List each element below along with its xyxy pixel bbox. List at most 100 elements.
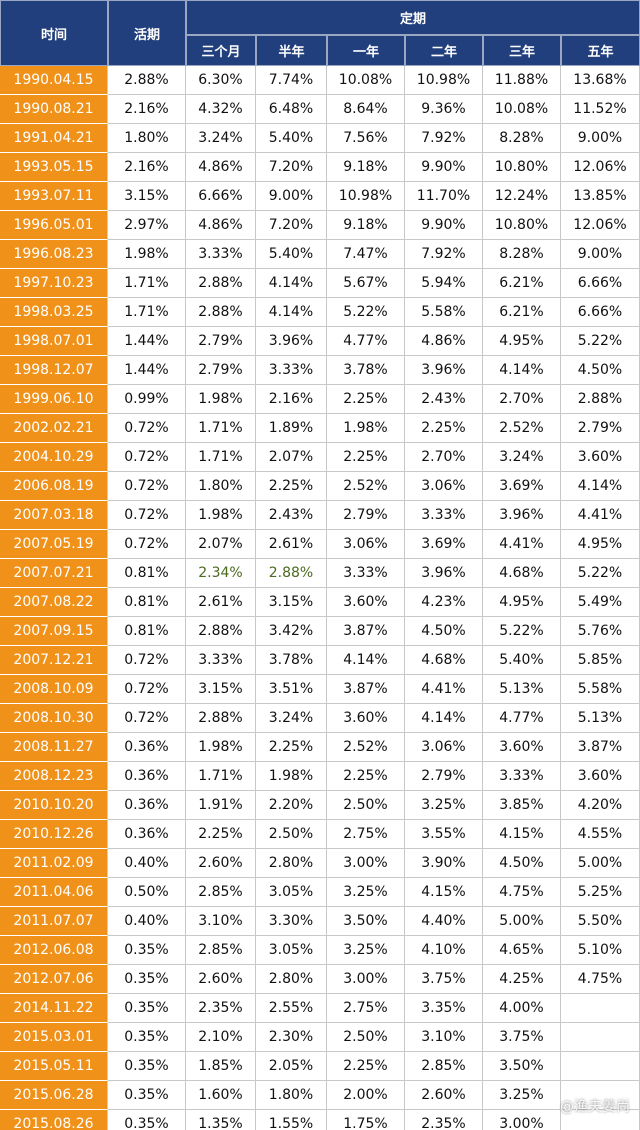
rate-cell: 10.80% (483, 211, 561, 240)
rate-cell: 3.60% (561, 762, 640, 791)
rate-cell: 2.50% (327, 791, 405, 820)
rate-cell: 5.58% (405, 298, 483, 327)
date-cell: 2004.10.29 (0, 443, 108, 472)
rate-cell: 2.75% (327, 994, 405, 1023)
rate-cell: 0.35% (108, 1023, 186, 1052)
rate-cell: 2.05% (256, 1052, 327, 1081)
rate-cell: 2.50% (327, 1023, 405, 1052)
rate-cell: 4.41% (405, 675, 483, 704)
rate-cell: 4.00% (483, 994, 561, 1023)
rate-cell: 3.25% (483, 1081, 561, 1110)
date-cell: 2015.03.01 (0, 1023, 108, 1052)
rate-cell: 0.35% (108, 1081, 186, 1110)
rate-cell: 1.44% (108, 327, 186, 356)
rate-cell: 4.77% (483, 704, 561, 733)
rate-cell: 9.18% (327, 153, 405, 182)
rate-cell: 0.36% (108, 820, 186, 849)
rate-cell: 2.25% (186, 820, 256, 849)
date-cell: 1998.12.07 (0, 356, 108, 385)
rate-cell: 1.75% (327, 1110, 405, 1130)
rate-cell: 2.34% (186, 559, 256, 588)
rate-cell: 2.88% (256, 559, 327, 588)
rate-cell: 10.08% (327, 66, 405, 95)
rate-cell: 11.70% (405, 182, 483, 211)
date-cell: 2007.09.15 (0, 617, 108, 646)
rate-cell: 0.72% (108, 530, 186, 559)
rate-cell: 4.86% (186, 153, 256, 182)
rate-cell: 0.36% (108, 762, 186, 791)
rate-cell: 4.14% (561, 472, 640, 501)
date-cell: 2007.07.21 (0, 559, 108, 588)
rate-cell: 2.25% (327, 1052, 405, 1081)
rate-cell: 2.85% (405, 1052, 483, 1081)
rate-cell: 0.72% (108, 675, 186, 704)
date-cell: 2008.12.23 (0, 762, 108, 791)
rate-cell: 5.22% (327, 298, 405, 327)
rate-cell: 4.77% (327, 327, 405, 356)
rate-cell: 2.60% (186, 849, 256, 878)
rate-cell: 3.35% (405, 994, 483, 1023)
date-cell: 2015.06.28 (0, 1081, 108, 1110)
rate-cell: 2.97% (108, 211, 186, 240)
rate-cell: 0.40% (108, 907, 186, 936)
date-cell: 1997.10.23 (0, 269, 108, 298)
header-term: 三年 (483, 35, 561, 66)
rate-cell: 2.35% (405, 1110, 483, 1130)
rate-cell: 3.87% (327, 675, 405, 704)
rate-cell: 3.06% (405, 733, 483, 762)
rate-cell: 3.06% (405, 472, 483, 501)
rate-cell: 0.72% (108, 646, 186, 675)
rate-cell: 2.70% (405, 443, 483, 472)
rate-cell: 4.95% (561, 530, 640, 559)
rate-cell: 1.98% (108, 240, 186, 269)
rate-cell: 3.96% (405, 356, 483, 385)
rate-cell: 2.79% (186, 327, 256, 356)
rate-cell: 2.25% (256, 733, 327, 762)
rate-cell: 5.50% (561, 907, 640, 936)
rate-cell: 2.50% (256, 820, 327, 849)
rate-cell: 1.44% (108, 356, 186, 385)
rate-cell (561, 1052, 640, 1081)
rate-cell: 5.40% (256, 240, 327, 269)
rate-cell: 2.61% (186, 588, 256, 617)
rate-cell: 3.55% (405, 820, 483, 849)
rate-cell: 3.96% (483, 501, 561, 530)
rate-cell: 6.21% (483, 269, 561, 298)
rate-cell: 3.60% (483, 733, 561, 762)
rate-cell: 2.88% (186, 298, 256, 327)
rate-cell: 3.33% (256, 356, 327, 385)
date-cell: 2006.08.19 (0, 472, 108, 501)
rate-cell: 9.90% (405, 211, 483, 240)
rate-cell: 4.14% (256, 298, 327, 327)
date-cell: 1998.03.25 (0, 298, 108, 327)
rate-cell: 4.23% (405, 588, 483, 617)
rate-cell: 4.50% (561, 356, 640, 385)
rate-cell: 2.43% (405, 385, 483, 414)
rate-cell: 4.50% (483, 849, 561, 878)
rate-cell: 3.25% (327, 878, 405, 907)
rate-cell: 2.10% (186, 1023, 256, 1052)
rate-cell: 9.90% (405, 153, 483, 182)
date-cell: 1991.04.21 (0, 124, 108, 153)
rate-cell: 2.88% (561, 385, 640, 414)
rate-cell: 2.55% (256, 994, 327, 1023)
rate-cell: 1.71% (108, 298, 186, 327)
rate-cell: 5.10% (561, 936, 640, 965)
rate-cell: 5.13% (483, 675, 561, 704)
rate-cell: 5.13% (561, 704, 640, 733)
rate-cell: 7.74% (256, 66, 327, 95)
rate-cell: 3.60% (561, 443, 640, 472)
date-cell: 2007.05.19 (0, 530, 108, 559)
rate-cell: 7.92% (405, 124, 483, 153)
rate-cell: 0.40% (108, 849, 186, 878)
rate-cell: 7.92% (405, 240, 483, 269)
rate-cell: 4.10% (405, 936, 483, 965)
date-cell: 1993.05.15 (0, 153, 108, 182)
rate-cell: 5.00% (561, 849, 640, 878)
rate-cell: 3.33% (327, 559, 405, 588)
rate-cell: 2.25% (256, 472, 327, 501)
rate-cell: 4.86% (186, 211, 256, 240)
date-cell: 1993.07.11 (0, 182, 108, 211)
rate-cell: 2.88% (186, 269, 256, 298)
